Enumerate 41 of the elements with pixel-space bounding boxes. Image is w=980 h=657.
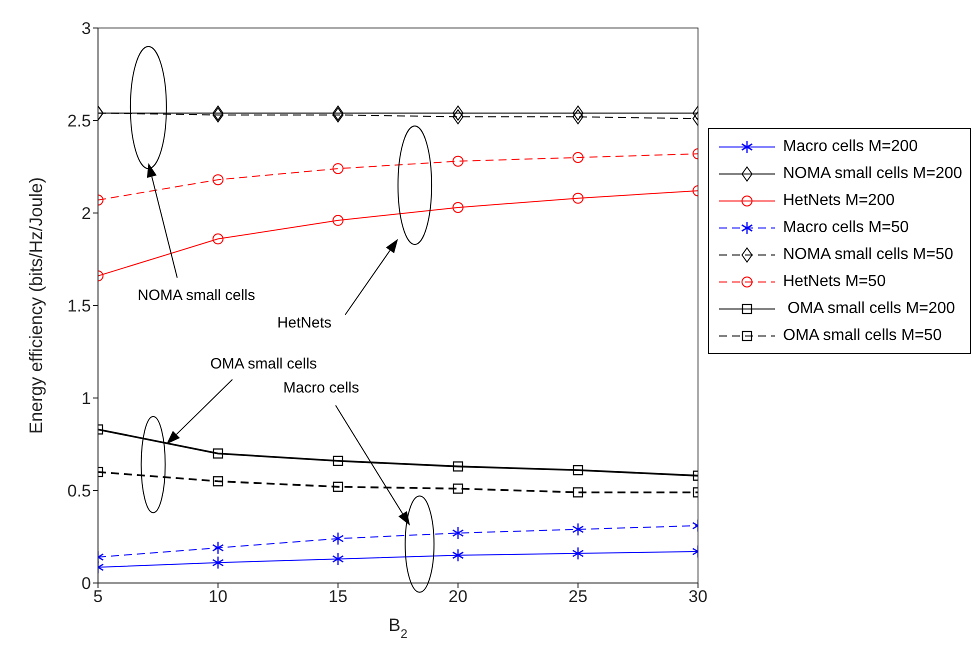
annotation: Macro cells: [283, 379, 360, 396]
x-axis-title: B$_{2}$: [388, 615, 408, 641]
x-tick-label: 15: [328, 587, 348, 606]
point: [332, 163, 344, 174]
x-tick-label: 25: [568, 587, 588, 606]
y-tick-label: 1: [82, 389, 91, 408]
annotation: NOMA small cells: [138, 286, 256, 304]
y-axis-title: Energy efficiency (bits/Hz/Joule): [26, 177, 46, 434]
legend-label: NOMA small cells M=50: [783, 246, 954, 264]
legend-label: OMA small cells M=50: [783, 326, 942, 344]
point: [332, 214, 344, 226]
y-tick-label: 2: [82, 204, 91, 224]
legend-label: OMA small cells M=200: [786, 300, 956, 318]
annotation: OMA small cells: [210, 355, 317, 372]
point: [452, 109, 464, 124]
point: [452, 548, 464, 562]
legend-label: HetNets M=50: [783, 272, 886, 290]
point: [332, 532, 344, 546]
legend-label: Macro cells M=50: [783, 218, 909, 236]
point: [452, 156, 464, 167]
point: [332, 482, 344, 492]
y-tick-label: 2.5: [67, 112, 91, 131]
legend-label: Macro cells M=200: [783, 138, 918, 156]
y-tick-label: 0: [82, 574, 91, 594]
annotation: HetNets: [277, 314, 332, 332]
y-tick-label: 1.5: [67, 296, 91, 316]
point: [452, 106, 464, 121]
point: [452, 526, 464, 540]
y-tick-label: 0.5: [67, 482, 91, 501]
x-tick-label: 20: [448, 587, 468, 606]
point: [332, 552, 344, 566]
point: [452, 202, 464, 213]
legend-label: HetNets M=200: [783, 192, 895, 210]
x-tick-label: 10: [208, 587, 228, 606]
x-tick-label: 5: [93, 587, 103, 606]
point: [452, 461, 464, 472]
point: [452, 484, 464, 494]
x-tick-label: 30: [688, 587, 708, 606]
legend-label: NOMA small cells M=200: [783, 164, 962, 182]
y-tick-label: 3: [82, 19, 91, 38]
point: [332, 456, 344, 466]
